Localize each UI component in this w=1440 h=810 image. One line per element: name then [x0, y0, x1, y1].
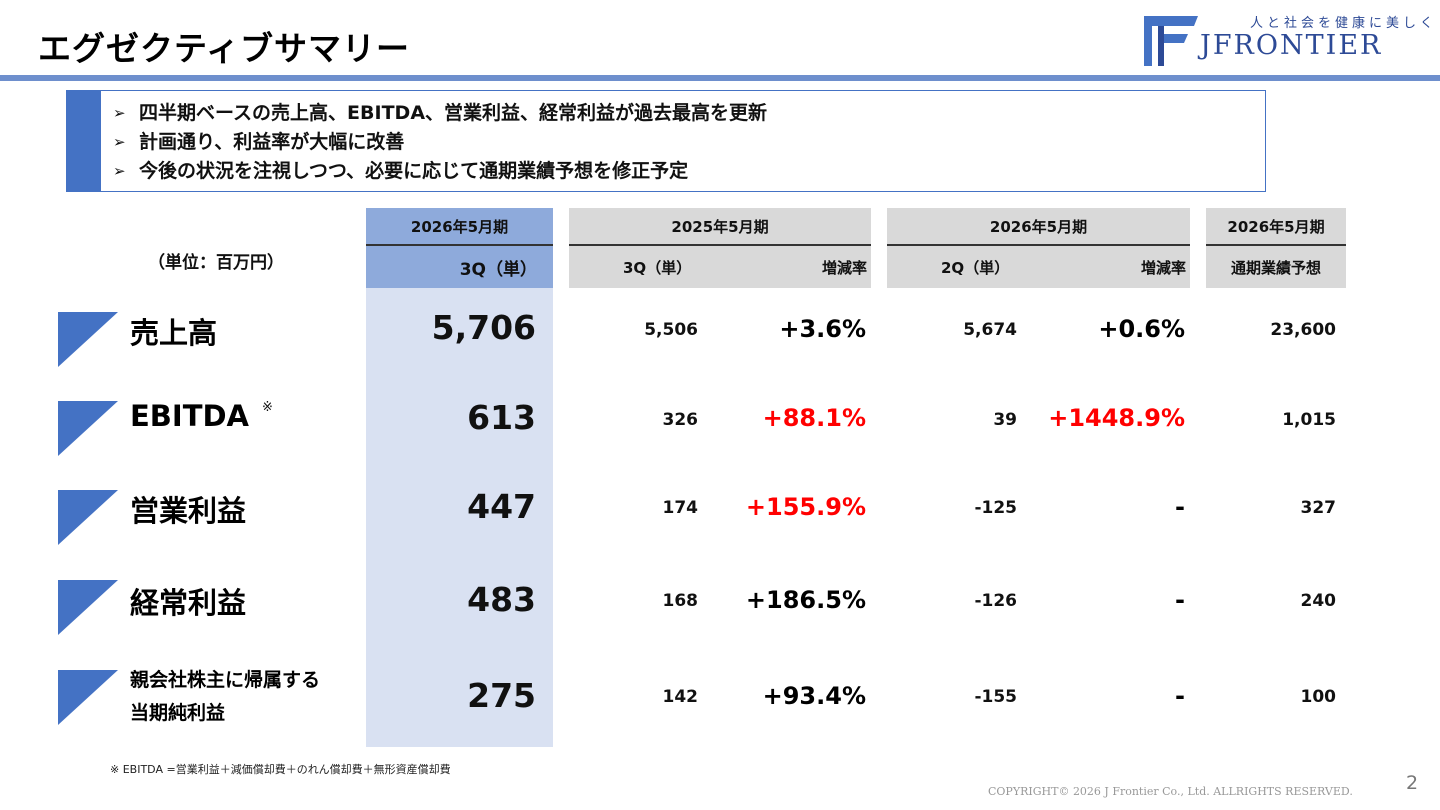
value-q2-change: +0.6% — [1098, 315, 1185, 343]
value-current: 5,706 — [431, 308, 536, 347]
value-prev: 142 — [662, 687, 699, 707]
jfrontier-logo — [1124, 16, 1198, 66]
header-rule — [887, 244, 1190, 246]
header-prev-period: 2025年5月期 — [569, 208, 871, 244]
header-current-period: 2026年5月期 — [366, 208, 553, 244]
header-rule — [1206, 244, 1346, 246]
summary-accent-bar — [67, 91, 101, 191]
summary-text: 今後の状況を注視しつつ、必要に応じて通期業績予想を修正予定 — [139, 160, 689, 182]
value-prev: 326 — [662, 410, 699, 430]
page-number: 2 — [1406, 772, 1419, 794]
row-marker-icon — [58, 580, 118, 635]
logo-tagline: 人と社会を健康に美しく — [1250, 16, 1438, 31]
value-prev-change: +3.6% — [779, 315, 866, 343]
row-marker-icon — [58, 312, 118, 367]
summary-box: ➢ 四半期ベースの売上高、EBITDA、営業利益、経常利益が過去最高を更新 ➢ 計画… — [66, 90, 1266, 192]
row-marker-icon — [58, 670, 118, 725]
value-forecast: 1,015 — [1282, 410, 1336, 430]
row-label-operating-profit: 営業利益 — [130, 494, 247, 528]
header-q2-sub-row: 2Q（単） 増減率 — [887, 246, 1190, 288]
row-label-net-profit-line1: 親会社株主に帰属する — [130, 669, 321, 691]
row-label-ebitda: EBITDA — [130, 399, 250, 433]
value-prev-change: +93.4% — [762, 682, 866, 710]
header-q2-period: 2026年5月期 — [887, 208, 1190, 244]
value-prev-change: +155.9% — [745, 493, 866, 521]
row-label-sales: 売上高 — [130, 316, 218, 350]
header-prev-sub: 3Q（単） — [623, 258, 692, 277]
summary-item: ➢ 今後の状況を注視しつつ、必要に応じて通期業績予想を修正予定 — [113, 157, 767, 186]
header-current-sub: 3Q（単） — [366, 246, 553, 288]
value-current: 275 — [467, 676, 536, 715]
value-q2-change: - — [1175, 586, 1185, 614]
header-prev-change: 増減率 — [821, 258, 867, 277]
footnote: ※ EBITDA =営業利益＋減価償却費＋のれん償却費＋無形資産償却費 — [110, 763, 451, 776]
header-forecast-sub: 通期業績予想 — [1206, 246, 1346, 288]
arrow-bullet-icon: ➢ — [113, 133, 126, 151]
row-marker-icon — [58, 490, 118, 545]
arrow-bullet-icon: ➢ — [113, 104, 126, 122]
value-forecast: 327 — [1300, 498, 1337, 518]
value-prev: 174 — [662, 498, 699, 518]
row-label-ordinary-profit: 経常利益 — [130, 586, 247, 620]
title-divider — [0, 75, 1440, 81]
value-q2-change: +1448.9% — [1048, 404, 1185, 432]
ebitda-note-mark: ※ — [262, 400, 273, 415]
value-current: 447 — [467, 487, 536, 526]
header-q2-sub: 2Q（単） — [941, 258, 1010, 277]
value-prev-change: +186.5% — [745, 586, 866, 614]
value-q2: 39 — [993, 410, 1017, 430]
current-period-highlight — [366, 288, 553, 747]
row-marker-icon — [58, 401, 118, 456]
copyright: COPYRIGHT© 2026 J Frontier Co., Ltd. ALL… — [988, 785, 1353, 798]
header-prev-sub-row: 3Q（単） 増減率 — [569, 246, 871, 288]
summary-item: ➢ 四半期ベースの売上高、EBITDA、営業利益、経常利益が過去最高を更新 — [113, 99, 767, 128]
value-prev-change: +88.1% — [762, 404, 866, 432]
value-q2: 5,674 — [963, 320, 1017, 340]
value-q2-change: - — [1175, 493, 1185, 521]
value-forecast: 240 — [1300, 591, 1337, 611]
value-q2: -125 — [974, 498, 1017, 518]
value-forecast: 23,600 — [1270, 320, 1336, 340]
value-current: 613 — [467, 398, 536, 437]
value-forecast: 100 — [1300, 687, 1337, 707]
summary-item: ➢ 計画通り、利益率が大幅に改善 — [113, 128, 767, 157]
summary-text: 計画通り、利益率が大幅に改善 — [139, 131, 405, 153]
row-label-net-profit-line2: 当期純利益 — [130, 702, 226, 724]
page-title: エグゼクティブサマリー — [38, 29, 411, 68]
value-q2: -155 — [974, 687, 1017, 707]
value-q2: -126 — [974, 591, 1017, 611]
value-prev: 5,506 — [644, 320, 698, 340]
logo-name: JFRONTIER — [1200, 30, 1383, 61]
value-prev: 168 — [662, 591, 699, 611]
value-current: 483 — [467, 580, 536, 619]
arrow-bullet-icon: ➢ — [113, 162, 126, 180]
header-forecast-period: 2026年5月期 — [1206, 208, 1346, 244]
summary-list: ➢ 四半期ベースの売上高、EBITDA、営業利益、経常利益が過去最高を更新 ➢ 計画… — [113, 99, 767, 186]
value-q2-change: - — [1175, 682, 1185, 710]
unit-label: （単位：百万円） — [148, 253, 284, 273]
header-q2-change: 増減率 — [1140, 258, 1186, 277]
header-rule — [569, 244, 871, 246]
summary-text: 四半期ベースの売上高、EBITDA、営業利益、経常利益が過去最高を更新 — [139, 102, 768, 124]
header-rule — [366, 244, 553, 246]
